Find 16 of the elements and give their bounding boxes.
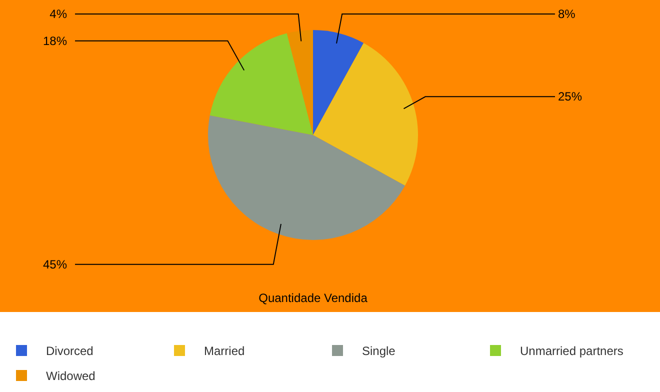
data-label: 45% [42,257,68,272]
data-label: 4% [50,7,68,21]
text: Quantidade Vendida [258,291,368,305]
data-label: 18% [42,34,68,48]
pie-slice [210,33,313,135]
legend-label: Single [362,344,396,358]
legend-label: Divorced [46,344,94,358]
pie-slice [313,30,364,135]
legend-label: Married [204,344,245,358]
pie-slice [313,42,418,186]
legend-label: Widowed [46,368,96,382]
pie-slice [286,30,313,135]
data-label: 8% [558,7,576,21]
legend-label: Unmarried partners [520,344,624,358]
data-label: 25% [558,90,582,104]
pie-slice [208,115,406,240]
